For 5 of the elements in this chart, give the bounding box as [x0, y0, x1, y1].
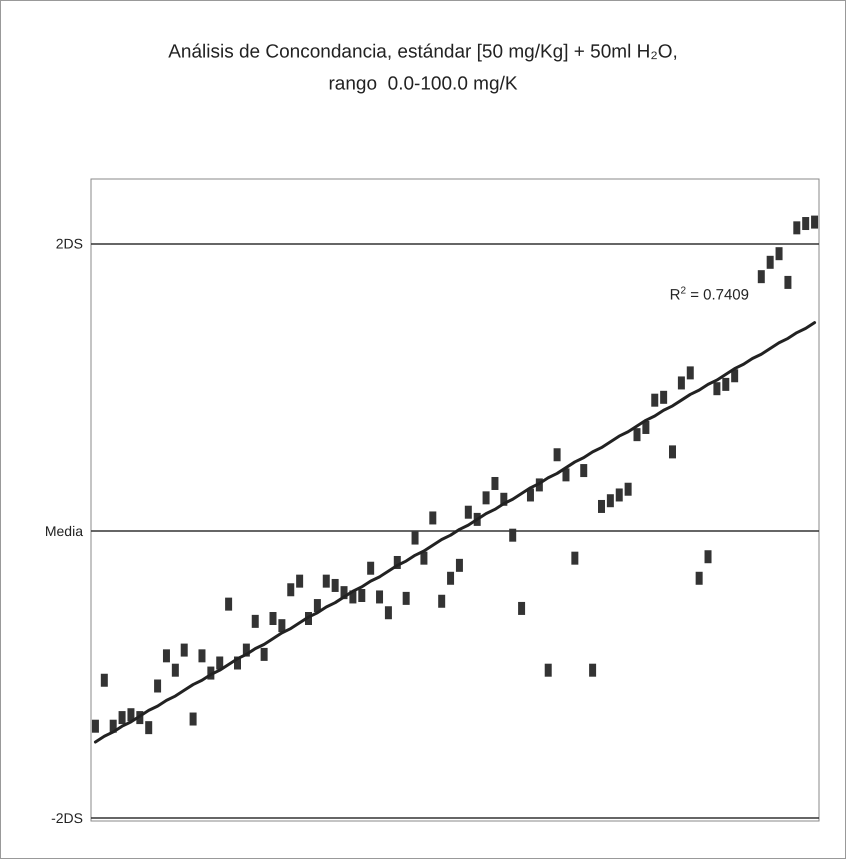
- y-tick-label: -2DS: [51, 810, 83, 826]
- y-tick-label: Media: [44, 522, 84, 539]
- chart-title: Análisis de Concondancia, estándar [50 mg/Kg] + 50ml H₂O, rango 0.0-100.0 mg/K: [168, 42, 678, 94]
- line-series: [94, 321, 816, 744]
- y-tick-label: 2DS: [56, 236, 83, 252]
